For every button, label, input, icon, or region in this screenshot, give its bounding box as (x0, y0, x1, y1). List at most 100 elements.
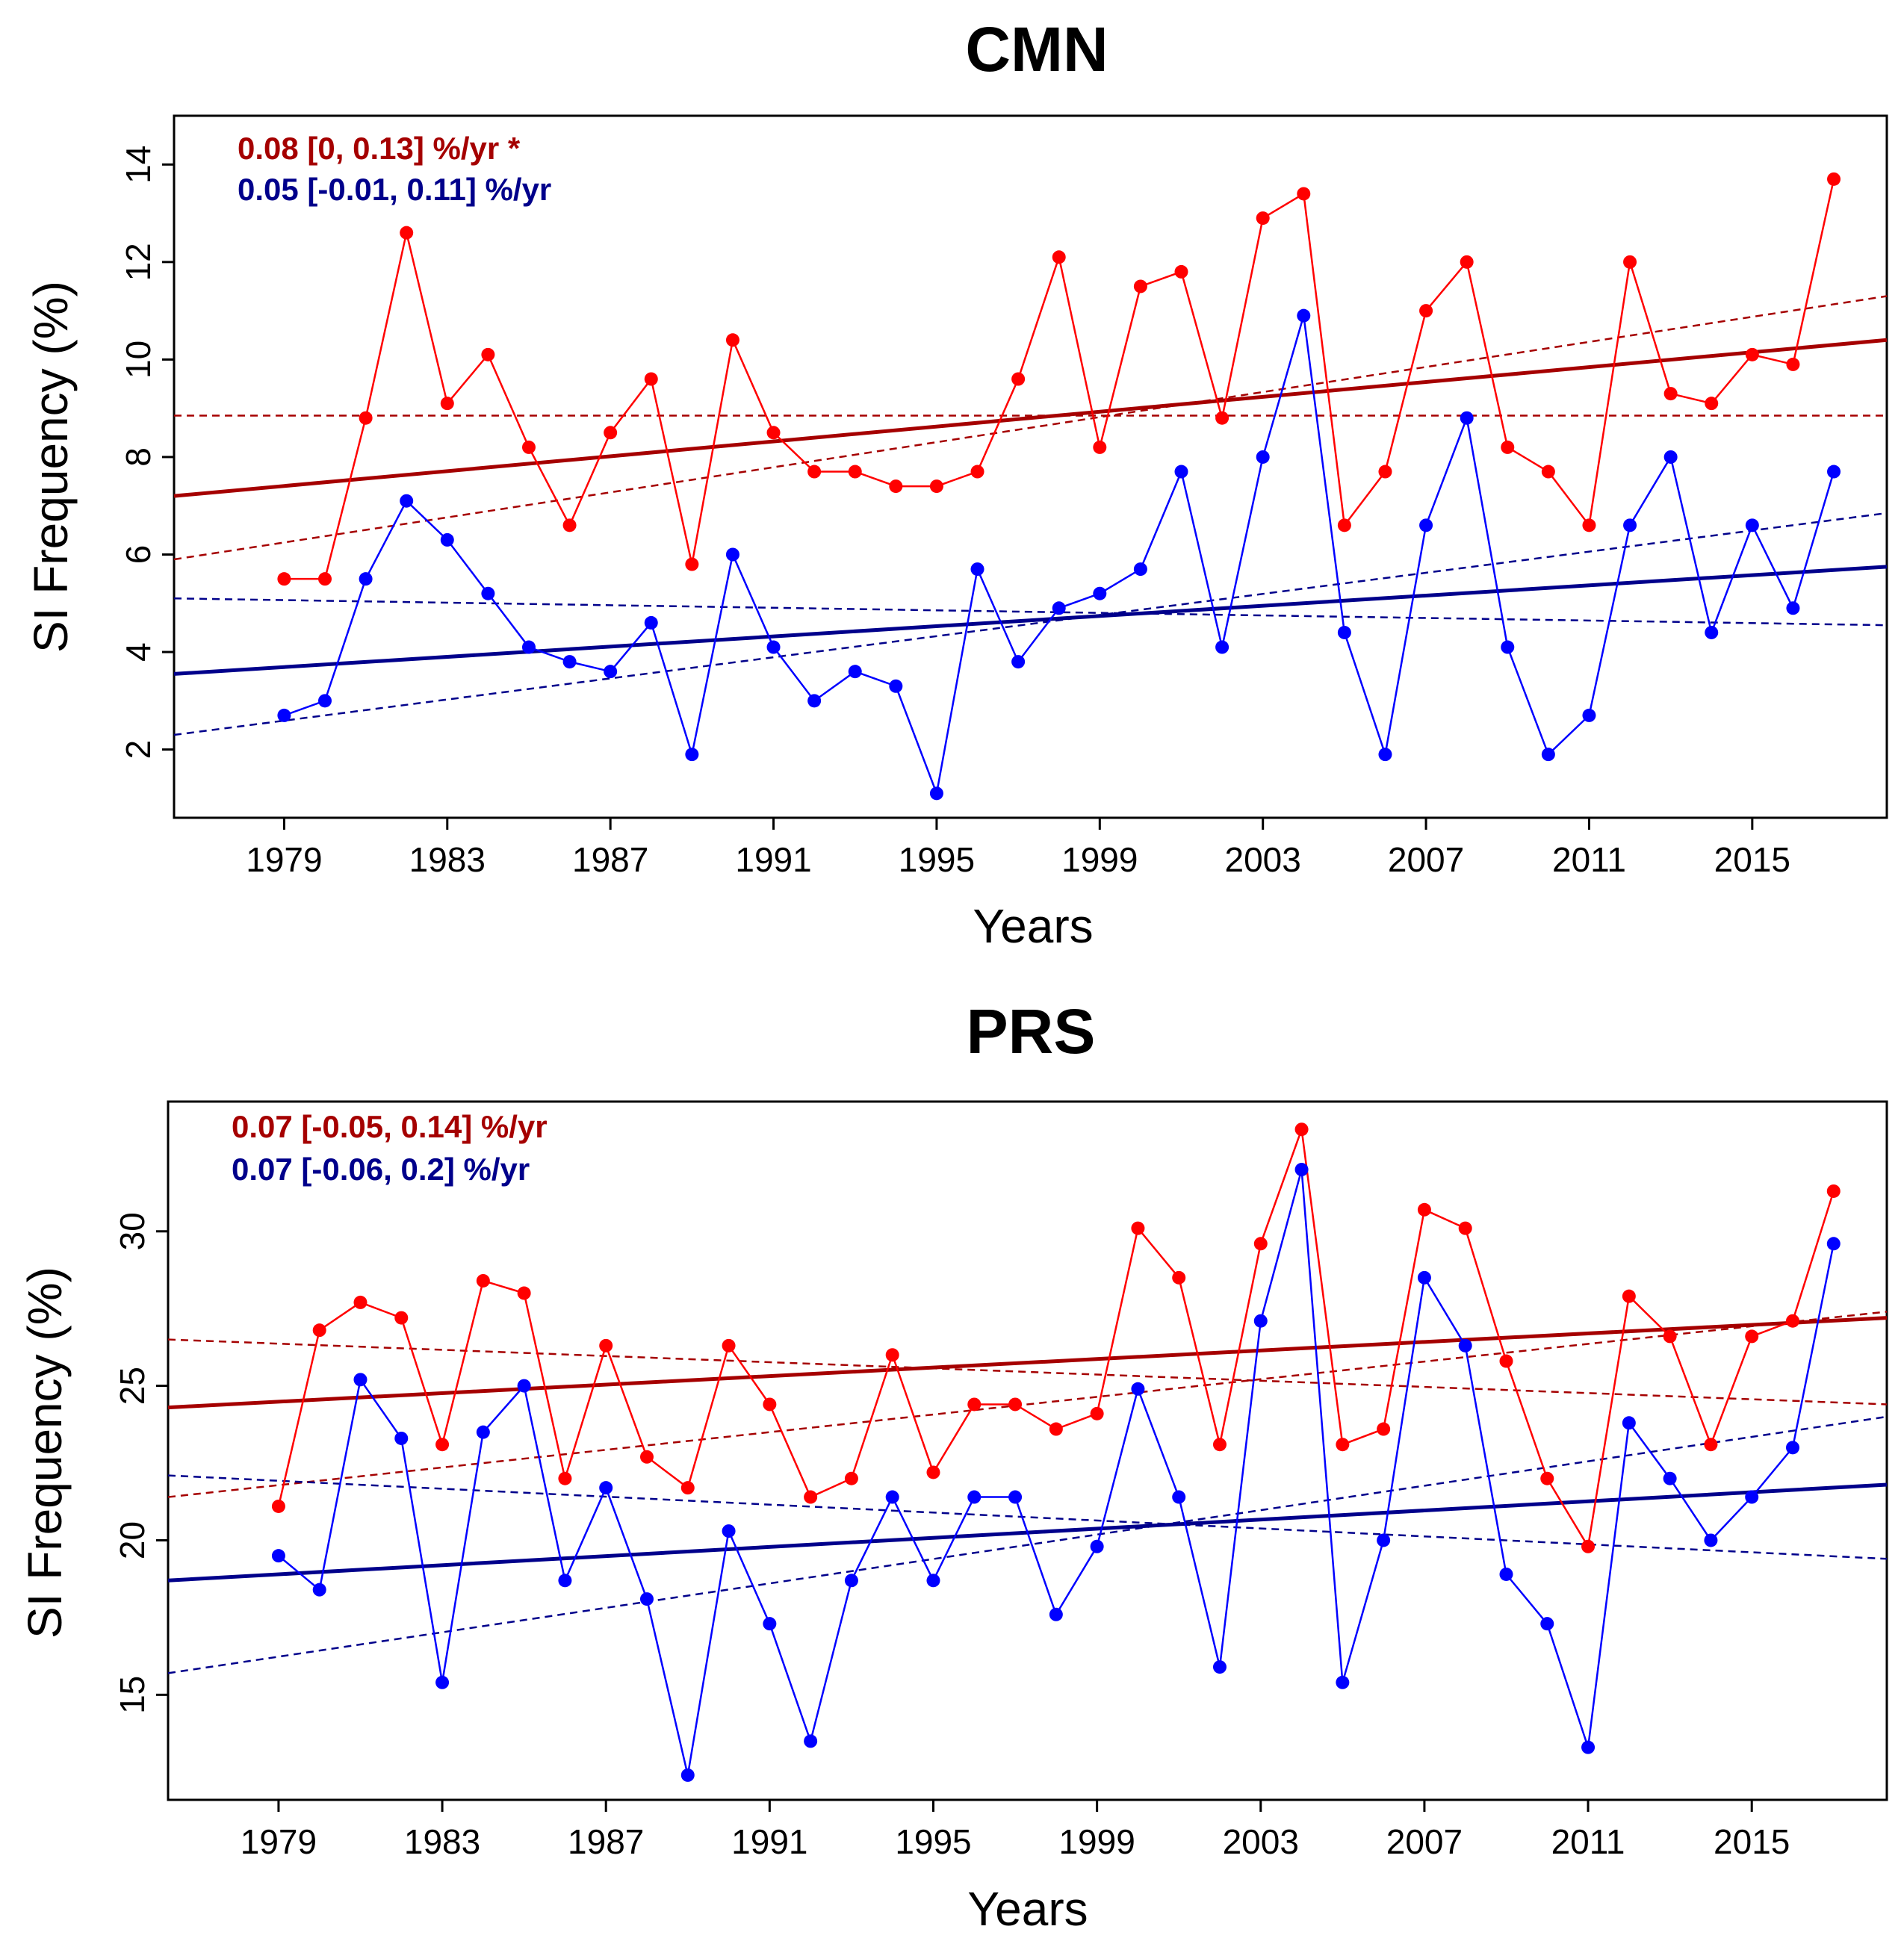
y-tick-label: 6 (119, 545, 158, 565)
series-red-point (1093, 440, 1107, 454)
series-red-point (599, 1338, 613, 1353)
trend-annotation-blue: 0.07 [-0.06, 0.2] %/yr (232, 1152, 530, 1187)
series-red-point (604, 426, 618, 440)
x-tick-label: 1999 (1058, 1822, 1135, 1861)
series-red-point (1541, 465, 1555, 479)
series-red-point (844, 1471, 858, 1485)
trend-lines (167, 1311, 1888, 1674)
x-tick-label: 1983 (404, 1822, 480, 1861)
series-red-point (970, 465, 984, 479)
series-red-point (929, 479, 943, 494)
y-tick-label: 20 (113, 1521, 152, 1559)
x-tick-label: 2003 (1223, 1822, 1299, 1861)
trend-annotation-blue: 0.05 [-0.01, 0.11] %/yr (238, 172, 551, 207)
x-tick-label: 1991 (731, 1822, 807, 1861)
series-red-point (766, 426, 781, 440)
series-red-point (1174, 264, 1188, 279)
series-red-point (1011, 372, 1026, 386)
series-blue-point (1172, 1490, 1186, 1504)
series-red-point (440, 397, 454, 411)
x-axis-label: Years (967, 1882, 1088, 1936)
series-blue-point (1458, 1338, 1472, 1353)
series-red-point (277, 572, 291, 586)
series-blue-point (1133, 562, 1147, 577)
series-blue-point (967, 1490, 982, 1504)
series-blue-point (885, 1490, 899, 1504)
series-blue-point (1417, 1270, 1431, 1285)
series-blue-point (1337, 625, 1351, 639)
series-blue-point (353, 1373, 368, 1387)
series-blue-point (604, 665, 618, 679)
series-blue-point (476, 1425, 490, 1439)
series-red-point (1745, 347, 1759, 361)
series-red-point (1704, 1438, 1718, 1452)
x-tick-label: 1987 (572, 840, 648, 879)
series-red-point (558, 1471, 572, 1485)
x-tick-label: 1983 (409, 840, 486, 879)
plot-frame (167, 1100, 1888, 1801)
series-red-point (1827, 172, 1841, 186)
x-axis: 1979 1983 1987 1991 1995 1999 2003 2007 2011 2015 (241, 1800, 1790, 1861)
series-blue-point (1745, 1490, 1759, 1504)
data-series (271, 1122, 1841, 1782)
series-blue-point (722, 1524, 736, 1538)
series-blue-point (1541, 748, 1555, 762)
series-blue-point (1253, 1314, 1268, 1328)
series-red-point (644, 372, 658, 386)
series-blue-point (1540, 1617, 1554, 1631)
x-tick-label: 2003 (1225, 840, 1301, 879)
x-tick-label: 2011 (1552, 840, 1626, 879)
trend-line (173, 565, 1888, 676)
series-blue-point (844, 1574, 858, 1588)
series-blue-point (481, 586, 495, 600)
x-tick-label: 2011 (1551, 1822, 1625, 1861)
series-red-point (722, 1338, 736, 1353)
series-red-point (1785, 1314, 1799, 1328)
series-red-line (277, 1128, 1835, 1550)
x-tick-label: 1979 (241, 1822, 317, 1861)
series-blue-point (1336, 1675, 1350, 1689)
series-blue-point (970, 562, 984, 577)
series-blue-point (1212, 1660, 1227, 1674)
series-blue-point (1008, 1490, 1023, 1504)
series-blue-point (1460, 411, 1474, 425)
series-blue-point (804, 1734, 818, 1748)
data-series (277, 172, 1841, 801)
series-red-point (318, 572, 332, 586)
x-tick-label: 1995 (899, 840, 975, 879)
series-red-point (1458, 1221, 1472, 1235)
trend-bound-line (167, 1474, 1888, 1560)
series-red-point (1705, 397, 1719, 411)
series-red-point (1786, 357, 1800, 371)
y-axis-label: SI Frequency (%) (18, 1267, 72, 1639)
series-red-point (481, 347, 495, 361)
series-blue-point (929, 786, 943, 801)
y-axis: 2 4 6 8 10 12 14 (119, 146, 174, 759)
series-red-point (1090, 1406, 1104, 1420)
panel-cmn: CMN 1979 1983 1987 1991 1995 1999 2003 2007 2011… (24, 14, 1888, 953)
series-red-point (639, 1450, 654, 1464)
series-blue-point (1049, 1607, 1063, 1621)
series-blue-point (277, 708, 291, 722)
trend-bound-line (173, 295, 1888, 561)
x-axis-label: Years (973, 899, 1093, 953)
plot-frame (173, 114, 1888, 819)
series-blue-point (848, 665, 862, 679)
series-red-point (359, 411, 373, 425)
series-blue-point (359, 572, 373, 586)
y-axis: 15 20 25 30 (113, 1212, 168, 1714)
series-red-point (1256, 211, 1270, 226)
series-red-point (1419, 304, 1433, 318)
series-blue-point (1705, 625, 1719, 639)
series-blue-point (1785, 1441, 1799, 1455)
series-blue-point (558, 1574, 572, 1588)
series-blue-point (400, 494, 414, 508)
series-blue-point (1827, 465, 1841, 479)
series-blue-point (807, 694, 822, 708)
series-red-point (1582, 518, 1596, 532)
series-blue-point (644, 615, 658, 630)
series-red-point (1253, 1237, 1268, 1251)
series-red-point (562, 518, 577, 532)
x-tick-label: 1987 (568, 1822, 644, 1861)
y-tick-label: 30 (113, 1212, 152, 1250)
